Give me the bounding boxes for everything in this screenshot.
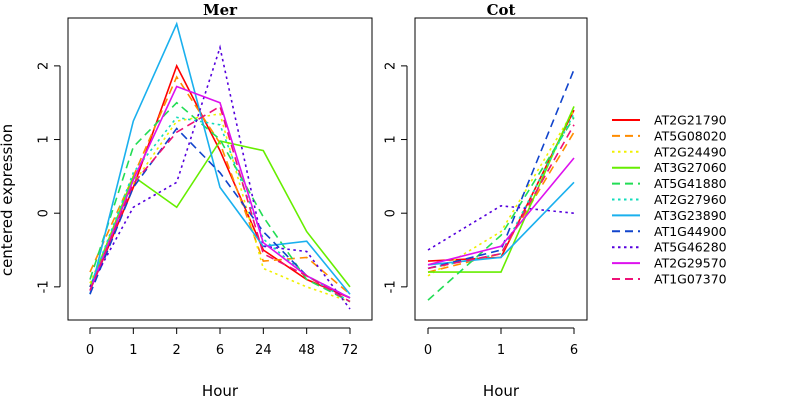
panel-title: Mer — [203, 1, 238, 19]
legend-label: AT2G29570 — [654, 256, 727, 271]
x-tick-label: 0 — [86, 343, 94, 358]
panel-mer: Mer 0 1 2 6 24 48 72 Hour -1 0 1 2 — [37, 1, 373, 400]
legend-item: AT1G44900 — [612, 224, 727, 239]
legend-item: AT5G41880 — [612, 176, 727, 191]
series-line-at2g24490 — [89, 112, 351, 303]
legend-label: AT3G23890 — [654, 208, 727, 223]
legend-label: AT5G41880 — [654, 176, 727, 191]
series-line-at2g27960 — [89, 116, 351, 303]
x-axis-title: Hour — [483, 382, 520, 400]
series-line-at5g41880 — [89, 101, 351, 303]
x-tick-label: 24 — [255, 343, 272, 358]
legend-item: AT5G46280 — [612, 240, 727, 255]
legend-label: AT1G07370 — [654, 272, 727, 287]
series-line-at2g29570 — [427, 157, 575, 266]
y-tick-label: 1 — [37, 135, 52, 143]
panel-title: Cot — [487, 1, 516, 19]
y-tick-label: 1 — [384, 135, 399, 143]
x-axis: 0 1 2 6 24 48 72 — [86, 327, 359, 358]
legend-item: AT2G24490 — [612, 144, 727, 159]
y-tick-label: 2 — [37, 62, 52, 70]
series-line-at3g27060 — [89, 140, 351, 288]
legend-item: AT2G29570 — [612, 256, 727, 271]
legend-item: AT2G21790 — [612, 113, 727, 128]
y-axis-title: centered expression — [0, 124, 16, 276]
series-line-at1g44900 — [89, 127, 351, 299]
legend-item: AT3G23890 — [612, 208, 727, 223]
series-line-at1g07370 — [427, 124, 575, 270]
series-line-at1g07370 — [89, 105, 351, 303]
series-lines — [89, 21, 351, 310]
series-line-at2g27960 — [427, 113, 575, 270]
legend-label: AT5G46280 — [654, 240, 727, 255]
x-tick-label: 1 — [497, 343, 505, 358]
legend-item: AT1G07370 — [612, 272, 727, 287]
legend-label: AT5G08020 — [654, 128, 727, 143]
legend-label: AT3G27060 — [654, 160, 727, 175]
series-line-at5g08020 — [427, 131, 575, 273]
x-axis-title: Hour — [202, 382, 239, 400]
y-axis: -1 0 1 2 — [384, 62, 408, 293]
plot-frame — [67, 17, 373, 321]
series-lines — [427, 69, 575, 301]
legend-label: AT2G27960 — [654, 192, 727, 207]
x-tick-label: 72 — [342, 343, 359, 358]
y-tick-label: -1 — [37, 280, 52, 293]
series-line-at2g24490 — [427, 109, 575, 277]
series-line-at3g23890 — [427, 181, 575, 266]
y-tick-label: 0 — [37, 209, 52, 217]
plot-frame — [414, 17, 588, 321]
y-axis: -1 0 1 2 — [37, 62, 61, 293]
legend: AT2G21790AT5G08020AT2G24490AT3G27060AT5G… — [612, 113, 727, 287]
series-line-at5g46280 — [89, 44, 351, 310]
series-line-at3g27060 — [428, 106, 575, 273]
series-line-at5g46280 — [427, 204, 575, 251]
y-tick-label: -1 — [384, 280, 399, 293]
x-tick-label: 2 — [173, 343, 181, 358]
series-line-at2g21790 — [89, 63, 351, 299]
x-tick-label: 6 — [216, 343, 224, 358]
x-tick-label: 1 — [129, 343, 137, 358]
y-tick-label: 2 — [384, 62, 399, 70]
legend-label: AT2G24490 — [654, 144, 727, 159]
x-tick-label: 48 — [298, 343, 315, 358]
legend-item: AT2G27960 — [612, 192, 727, 207]
legend-item: AT5G08020 — [612, 128, 727, 143]
y-tick-label: 0 — [384, 209, 399, 217]
x-tick-label: 6 — [570, 343, 578, 358]
legend-label: AT1G44900 — [654, 224, 727, 239]
x-axis: 0 1 6 — [424, 327, 578, 358]
legend-item: AT3G27060 — [612, 160, 727, 175]
series-line-at3g23890 — [89, 21, 351, 295]
panel-cot: Cot 0 1 6 Hour -1 0 1 2 — [384, 1, 588, 400]
x-tick-label: 0 — [424, 343, 432, 358]
legend-label: AT2G21790 — [654, 113, 727, 128]
series-line-at5g41880 — [427, 116, 575, 301]
